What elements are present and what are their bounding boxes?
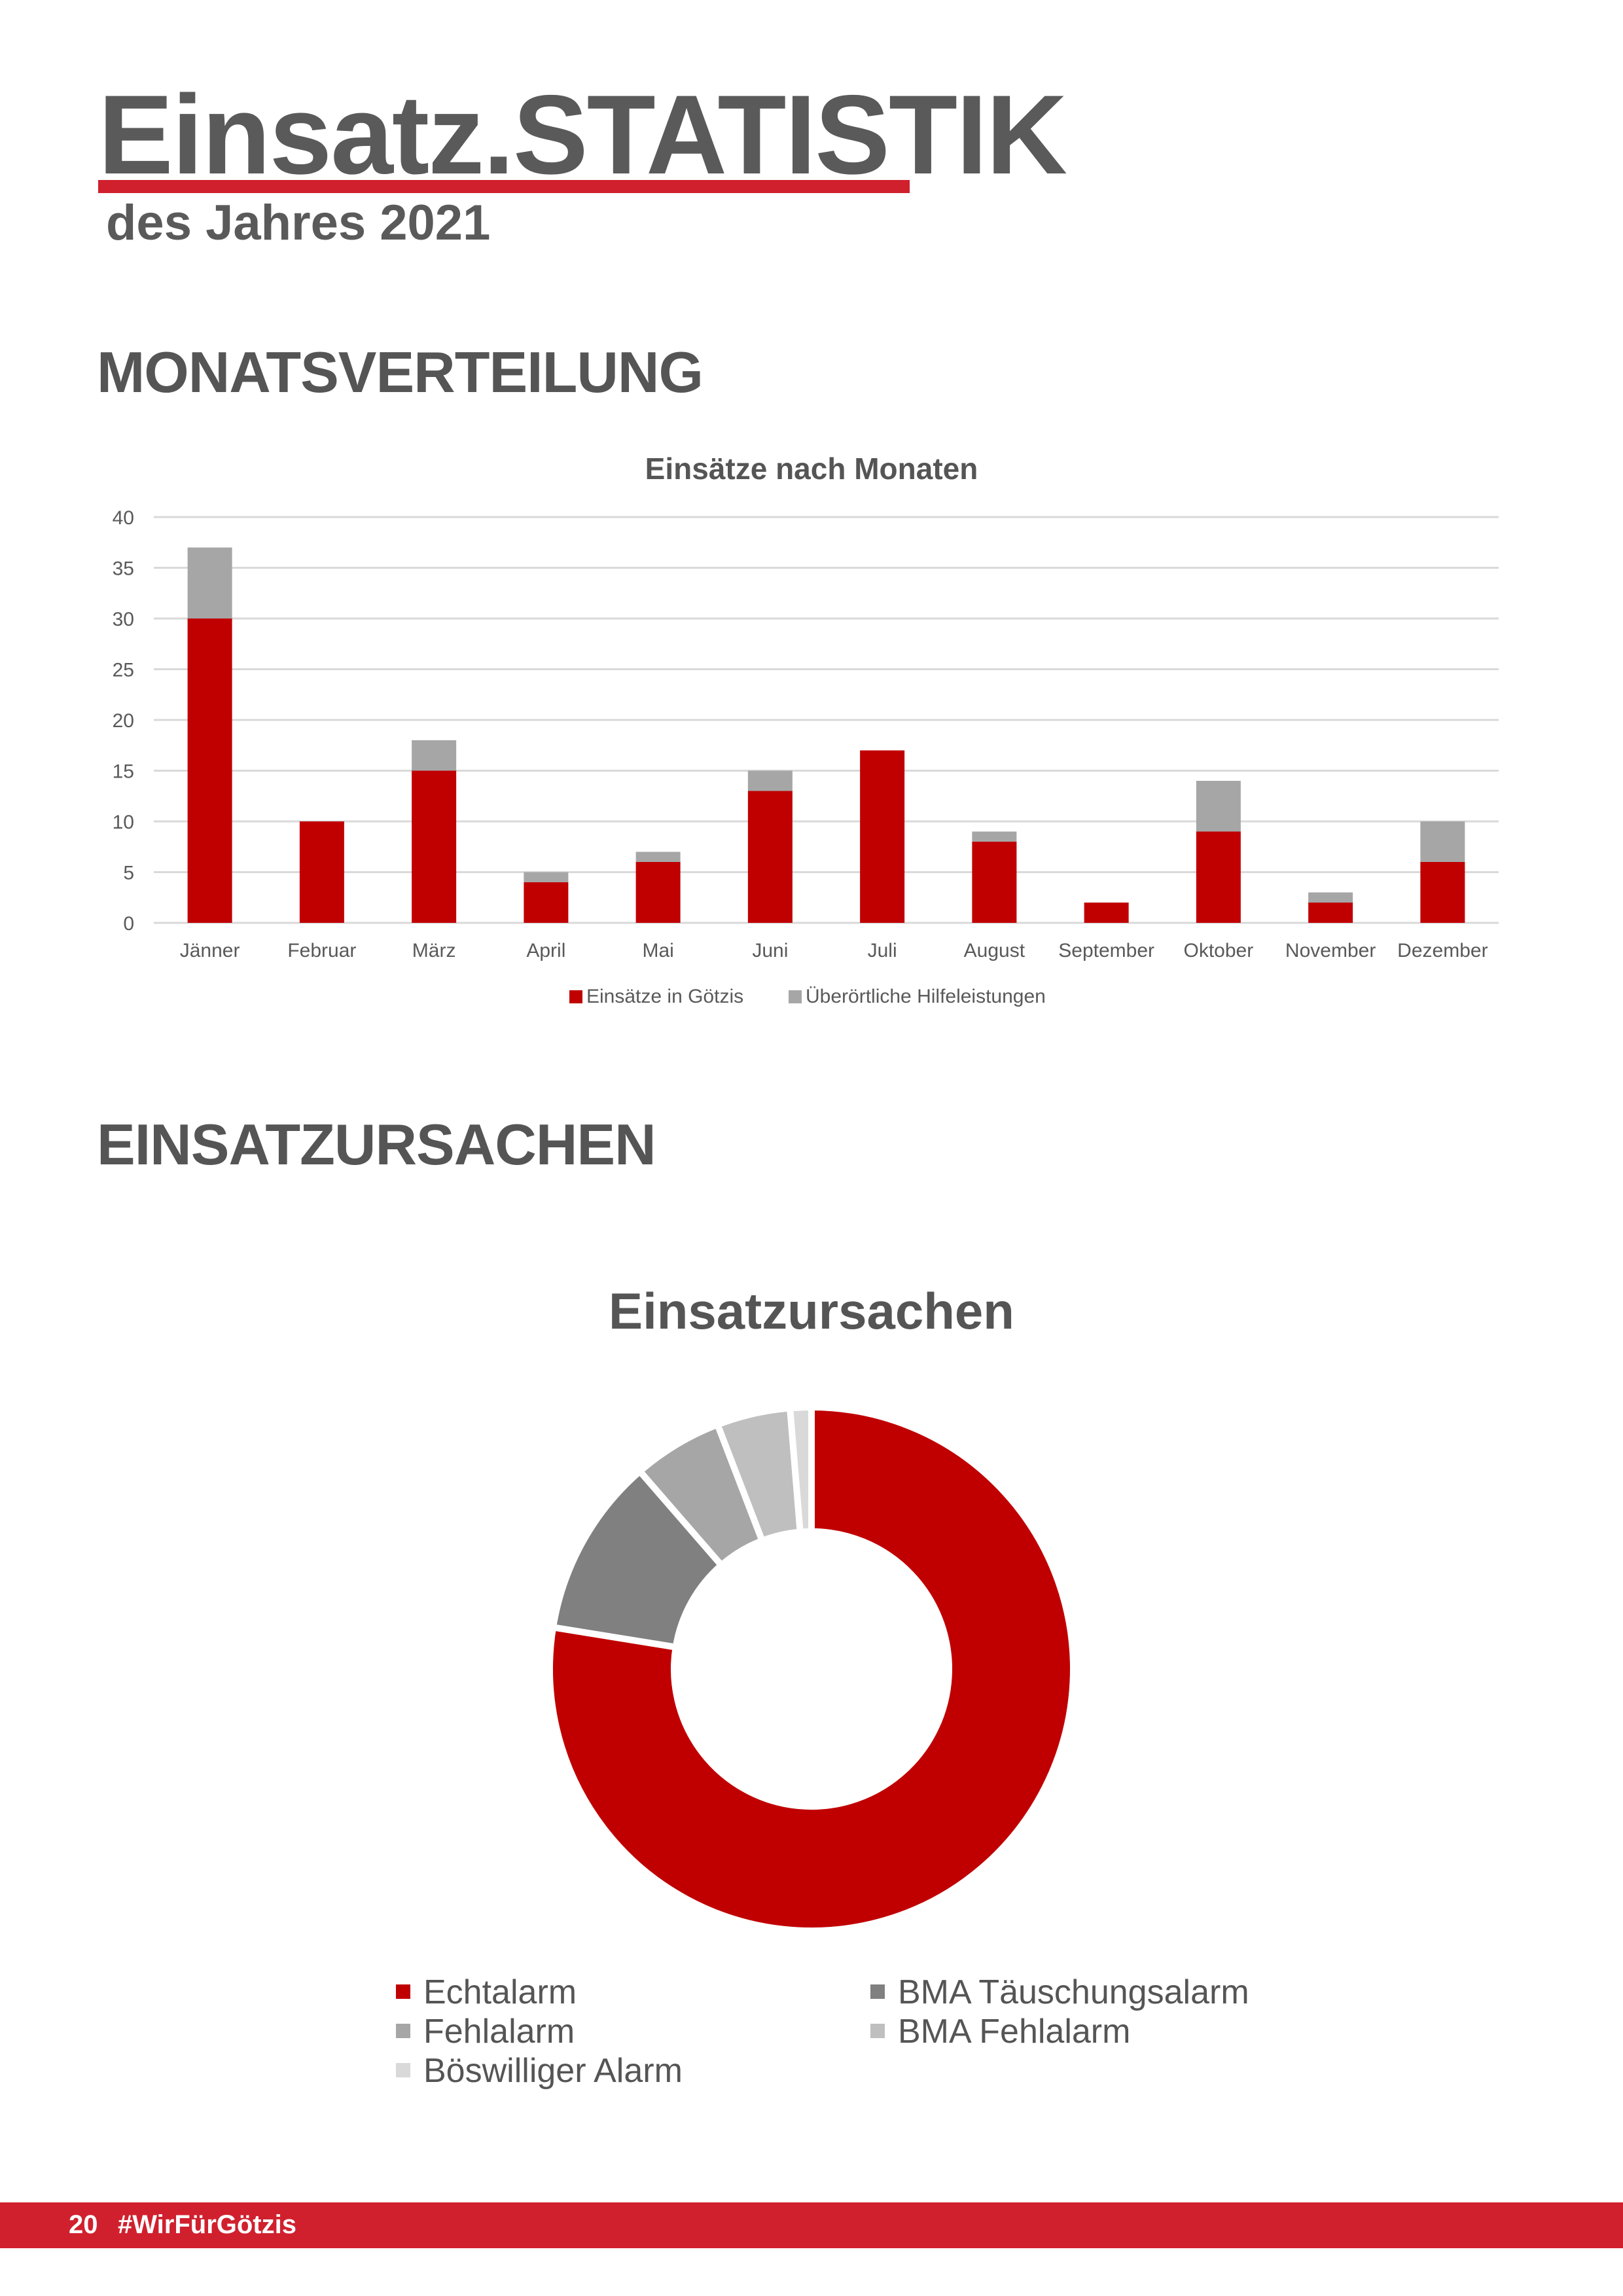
legend-label: Echtalarm xyxy=(423,1973,577,2011)
donut-legend-item: BMA Täuschungsalarm xyxy=(870,1975,1249,2009)
donut-legend-item: Fehlalarm xyxy=(396,2015,575,2049)
y-tick-label: 25 xyxy=(113,660,134,681)
y-tick-label: 35 xyxy=(113,558,134,580)
y-tick-label: 40 xyxy=(113,507,134,529)
y-tick-label: 0 xyxy=(123,913,134,935)
bar-segment xyxy=(1420,821,1465,862)
x-tick-label: September xyxy=(1058,940,1154,961)
x-tick-label: Jänner xyxy=(180,940,240,961)
donut-chart-title: Einsatzursachen xyxy=(609,1282,1014,1340)
donut-legend-item: BMA Fehlalarm xyxy=(870,2015,1130,2049)
bar-segment xyxy=(1084,903,1129,923)
bar-chart-x-ticks: Jänner Februar März April Mai Juni Juli August S… xyxy=(180,940,1488,961)
y-tick-label: 10 xyxy=(113,812,134,833)
bar-segment xyxy=(299,821,344,923)
section-heading-monatsverteilung: MONATSVERTEILUNG xyxy=(97,340,704,404)
bar-segment xyxy=(187,619,232,923)
legend-swatch xyxy=(396,2024,410,2039)
x-tick-label: August xyxy=(964,940,1026,961)
bar-segment xyxy=(1308,903,1353,923)
bar-segment xyxy=(635,852,681,862)
legend-label: Böswilliger Alarm xyxy=(423,2052,683,2090)
page-number: 20 xyxy=(69,2210,98,2239)
page-subtitle: des Jahres 2021 xyxy=(106,195,491,251)
x-tick-label: März xyxy=(412,940,456,961)
donut-slice xyxy=(546,1403,1077,1934)
title-underline xyxy=(98,180,910,193)
bar-chart-gridlines xyxy=(154,516,1499,924)
bar-chart: Einsätze nach Monaten 0 5 10 15 20 25 30 35 40 J… xyxy=(113,452,1499,1007)
bar-segment xyxy=(1308,892,1353,903)
y-tick-label: 15 xyxy=(113,761,134,783)
y-tick-label: 20 xyxy=(113,710,134,732)
donut-slices xyxy=(546,1403,1077,1934)
y-tick-label: 5 xyxy=(123,863,134,884)
legend-label: Einsätze in Götzis xyxy=(586,986,743,1007)
bar-segment xyxy=(524,872,569,882)
bar-segment xyxy=(972,842,1017,923)
donut-slice xyxy=(786,1403,815,1536)
legend-swatch xyxy=(396,2063,410,2078)
bar-segment xyxy=(1196,831,1241,923)
bar-segment xyxy=(1196,781,1241,832)
bar-chart-y-ticks: 0 5 10 15 20 25 30 35 40 xyxy=(113,507,134,935)
legend-swatch xyxy=(569,990,582,1003)
bar-chart-title: Einsätze nach Monaten xyxy=(645,452,978,486)
x-tick-label: Juni xyxy=(752,940,788,961)
x-tick-label: November xyxy=(1285,940,1376,961)
bar-segment xyxy=(187,547,232,619)
bar-segment xyxy=(412,770,457,923)
legend-label: Fehlalarm xyxy=(423,2013,575,2051)
donut-legend-item: Böswilliger Alarm xyxy=(396,2054,683,2088)
page-title: Einsatz.STATISTIK xyxy=(98,72,1067,198)
footer-hashtag: #WirFürGötzis xyxy=(118,2210,296,2239)
legend-swatch xyxy=(870,1984,885,2000)
legend-swatch xyxy=(396,1984,410,2000)
bar-segment xyxy=(524,882,569,923)
x-tick-label: April xyxy=(526,940,565,961)
x-tick-label: Juli xyxy=(868,940,897,961)
bar-chart-bars xyxy=(187,547,1465,923)
y-tick-label: 30 xyxy=(113,609,134,630)
footer-bar xyxy=(0,2202,1623,2248)
x-tick-label: Februar xyxy=(287,940,356,961)
bar-chart-legend: Einsätze in Götzis Überörtliche Hilfeleis… xyxy=(569,986,1046,1007)
bar-segment xyxy=(972,831,1017,842)
x-tick-label: Dezember xyxy=(1397,940,1488,961)
bar-segment xyxy=(860,750,905,923)
bar-segment xyxy=(412,740,457,771)
bar-segment xyxy=(747,791,793,923)
section-heading-einsatzursachen: EINSATZURSACHEN xyxy=(97,1112,656,1177)
legend-label: BMA Täuschungsalarm xyxy=(898,1973,1249,2011)
legend-label: Überörtliche Hilfeleistungen xyxy=(806,986,1046,1007)
legend-swatch xyxy=(789,990,802,1003)
donut-chart: Einsatzursachen xyxy=(546,1282,1077,1934)
legend-label: BMA Fehlalarm xyxy=(898,2013,1131,2051)
bar-segment xyxy=(1420,862,1465,923)
x-tick-label: Oktober xyxy=(1184,940,1254,961)
legend-swatch xyxy=(870,2024,885,2039)
bar-segment xyxy=(635,862,681,923)
x-tick-label: Mai xyxy=(642,940,673,961)
bar-segment xyxy=(747,770,793,791)
donut-legend-item: Echtalarm xyxy=(396,1975,577,2009)
